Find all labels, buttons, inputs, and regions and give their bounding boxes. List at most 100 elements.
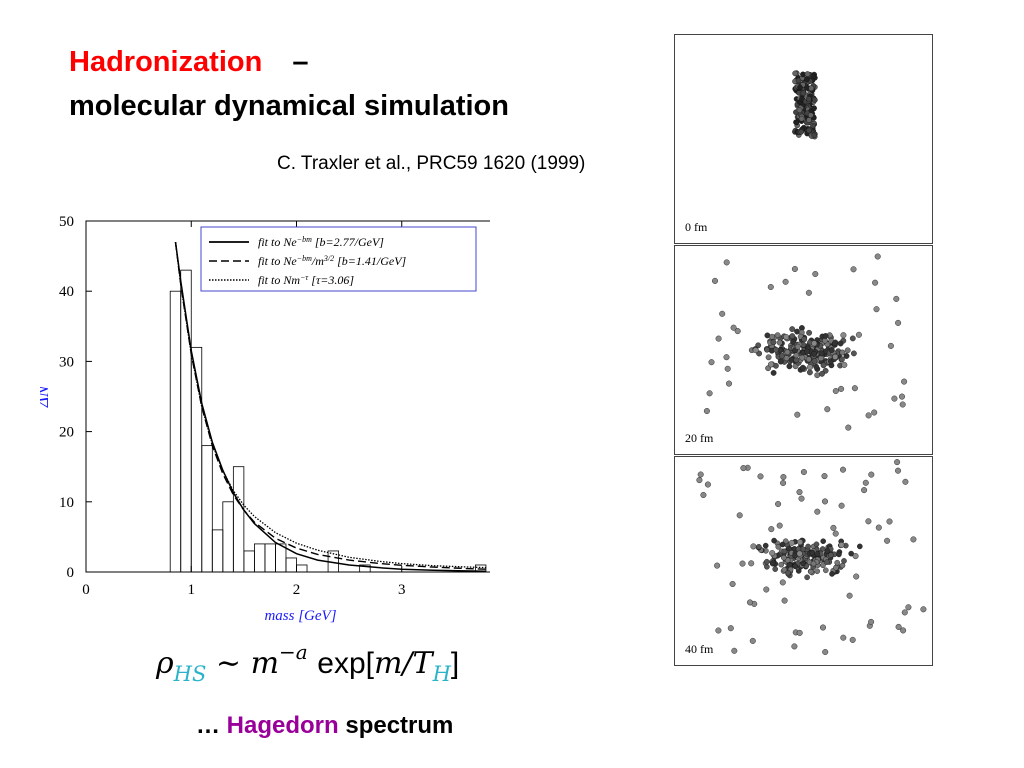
particle <box>771 537 777 544</box>
particle <box>757 473 764 480</box>
particle <box>739 560 746 567</box>
histogram-bar <box>169 290 182 573</box>
particle <box>723 259 730 266</box>
particle <box>800 90 807 96</box>
particle <box>697 471 704 478</box>
particle <box>871 409 878 416</box>
particle <box>856 543 863 550</box>
histogram-bar <box>475 564 487 573</box>
particle <box>810 73 816 80</box>
particle <box>770 370 777 376</box>
particle <box>792 563 798 569</box>
particle <box>820 538 826 544</box>
snapshot-panel-2: 40 fm <box>674 456 933 666</box>
particle <box>814 568 820 574</box>
particle <box>849 335 856 342</box>
particle <box>834 559 840 566</box>
particle <box>839 349 846 356</box>
snapshot-panel-0: 0 fm <box>674 34 933 244</box>
histogram-bar <box>190 346 203 573</box>
particle <box>893 295 900 302</box>
particle <box>843 353 850 359</box>
mass-histogram-chart: 0123401020304050mass [GeV]ΔN fit to Ne−b… <box>40 214 490 624</box>
particle <box>841 361 848 368</box>
particle <box>752 347 759 354</box>
simulation-snapshots: 0 fm 20 fm 40 fm <box>674 34 933 668</box>
particle <box>824 548 831 554</box>
particle <box>773 346 779 353</box>
particle <box>789 333 796 340</box>
x-axis-label: mass [GeV] <box>264 608 336 624</box>
particle <box>822 648 829 655</box>
snapshot-panel-1: 20 fm <box>674 245 933 455</box>
particle <box>700 492 707 499</box>
particle <box>895 319 902 326</box>
particle <box>781 554 787 561</box>
histogram-bar <box>275 543 287 573</box>
particle <box>833 564 839 571</box>
particle <box>817 355 824 362</box>
particle <box>798 495 805 502</box>
particle <box>796 629 803 636</box>
particle <box>837 340 844 347</box>
particle <box>794 411 801 418</box>
particle <box>855 331 862 338</box>
particle <box>769 550 776 557</box>
particle <box>775 501 782 508</box>
particle <box>901 378 908 385</box>
particle <box>811 132 817 139</box>
particle <box>832 387 839 394</box>
particle <box>780 480 787 487</box>
particle <box>776 339 783 346</box>
particle <box>894 467 901 474</box>
particle <box>800 468 807 475</box>
particle <box>779 541 786 548</box>
histogram-bar <box>285 557 297 573</box>
particle <box>782 278 789 285</box>
particle <box>819 624 826 631</box>
particle <box>729 580 736 587</box>
particle <box>895 623 902 630</box>
y-tick-label: 30 <box>59 354 74 370</box>
particle <box>814 372 821 379</box>
particle <box>800 364 806 371</box>
particle <box>807 112 814 118</box>
particle <box>704 481 711 488</box>
particle <box>806 364 813 371</box>
particle <box>838 502 845 509</box>
particle <box>828 347 835 354</box>
particle <box>793 119 800 126</box>
formula-t-subscript: H <box>432 662 451 686</box>
particle <box>805 289 812 296</box>
particle <box>768 526 775 533</box>
histogram-bar <box>222 501 234 573</box>
particle <box>789 326 796 333</box>
caption-suffix: spectrum <box>338 712 454 739</box>
particle <box>801 336 808 343</box>
formula-rho: ρ <box>156 646 174 681</box>
particle <box>830 524 837 531</box>
particle <box>781 597 788 604</box>
particle <box>804 76 810 83</box>
title-line-1: Hadronization – <box>69 40 509 84</box>
particle <box>814 508 821 515</box>
particle <box>839 466 846 473</box>
particle <box>824 406 831 413</box>
particle <box>806 369 813 376</box>
particle <box>783 355 790 362</box>
particle <box>898 393 905 400</box>
formula-m: m <box>250 646 280 681</box>
particle <box>798 115 805 122</box>
particle <box>873 306 880 313</box>
particle <box>894 459 901 466</box>
particle <box>800 560 806 567</box>
particle <box>804 574 810 581</box>
particle <box>696 477 703 484</box>
particle <box>767 284 774 291</box>
particle <box>844 347 851 354</box>
formula-rho-subscript: HS <box>173 662 207 686</box>
particle <box>740 465 747 472</box>
particle <box>784 349 791 356</box>
particle <box>712 277 719 284</box>
particle <box>798 129 804 135</box>
